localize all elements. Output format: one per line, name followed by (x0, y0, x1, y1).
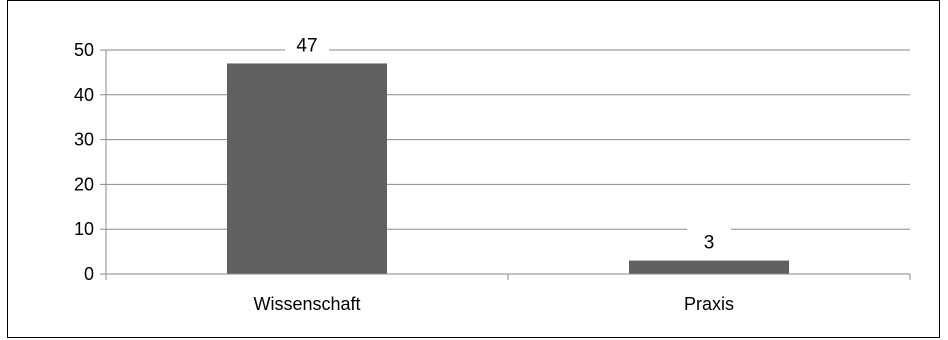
y-tick-label-20: 20 (74, 174, 94, 194)
y-tick-label-0: 0 (84, 264, 94, 284)
y-tick-label-10: 10 (74, 219, 94, 239)
bar-1 (629, 260, 789, 274)
bar-0 (227, 63, 387, 274)
x-tick-label-0: Wissenschaft (253, 294, 360, 314)
x-tick-label-1: Praxis (684, 294, 734, 314)
chart-frame (7, 0, 940, 338)
data-label-bg-1 (687, 226, 731, 257)
data-label-bg-0 (285, 29, 329, 60)
y-tick-label-40: 40 (74, 85, 94, 105)
y-tick-label-50: 50 (74, 40, 94, 60)
y-tick-label-30: 30 (74, 130, 94, 150)
data-label-0: 47 (296, 35, 317, 56)
data-label-1: 3 (704, 233, 715, 254)
